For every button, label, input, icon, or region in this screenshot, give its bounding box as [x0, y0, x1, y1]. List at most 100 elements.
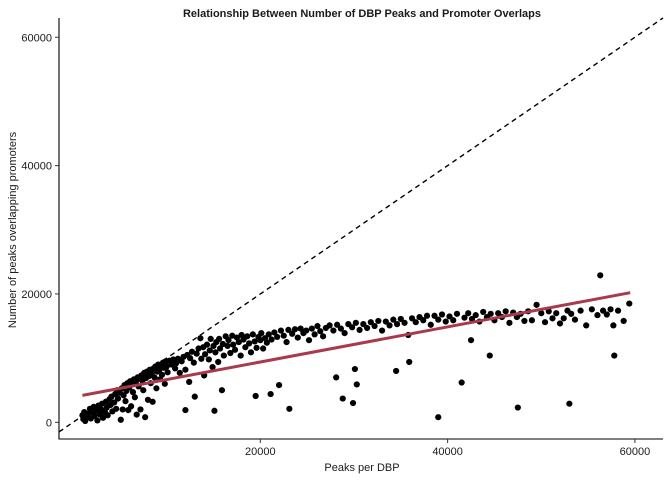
data-point	[486, 352, 493, 359]
data-point	[610, 322, 617, 329]
x-tick-label: 20000	[245, 446, 276, 458]
data-point	[193, 350, 200, 357]
data-point	[156, 367, 163, 374]
data-point	[577, 307, 584, 314]
data-point	[356, 326, 363, 333]
data-point	[528, 317, 535, 324]
data-point	[588, 306, 595, 313]
data-point	[560, 315, 567, 322]
data-point	[216, 345, 224, 352]
data-point	[158, 371, 166, 378]
data-point	[211, 407, 218, 414]
data-point	[514, 404, 521, 411]
data-point	[182, 407, 189, 414]
data-point	[363, 324, 371, 332]
data-point	[461, 314, 468, 321]
data-point	[137, 406, 144, 413]
data-point	[117, 416, 124, 423]
data-point	[280, 332, 287, 339]
data-point	[161, 380, 168, 387]
data-point	[308, 325, 315, 332]
data-point	[140, 387, 147, 394]
data-point	[172, 365, 179, 372]
data-point	[431, 312, 438, 319]
data-point	[375, 317, 382, 325]
data-point	[235, 338, 242, 346]
data-point	[187, 355, 194, 362]
data-point	[607, 306, 614, 313]
axes-layer: 0 20000 40000 60000 20000 40000 60000	[21, 18, 663, 458]
data-point	[277, 327, 285, 334]
data-point	[144, 396, 152, 403]
data-point	[230, 341, 237, 348]
data-point	[176, 369, 183, 376]
data-point	[225, 337, 232, 344]
data-point	[267, 390, 274, 398]
x-tick-label: 60000	[620, 446, 651, 458]
data-point	[84, 410, 92, 418]
data-point	[122, 398, 129, 405]
data-point	[319, 333, 327, 340]
data-point	[583, 322, 590, 329]
data-point	[93, 407, 100, 414]
data-point	[553, 310, 560, 317]
data-point	[151, 374, 158, 381]
data-point	[390, 316, 397, 323]
data-point	[205, 356, 212, 363]
data-point	[182, 366, 189, 373]
data-point	[245, 340, 253, 347]
data-point	[114, 395, 122, 402]
data-point	[330, 327, 337, 334]
data-point	[229, 332, 236, 339]
data-point	[326, 322, 333, 329]
data-point	[311, 331, 318, 338]
data-point	[495, 310, 502, 317]
data-point	[397, 315, 404, 323]
data-point	[209, 364, 216, 371]
data-point	[603, 311, 610, 318]
data-point	[237, 352, 244, 359]
data-point	[219, 340, 226, 348]
data-point	[198, 355, 205, 362]
y-axis-title: Number of peaks overlapping promoters	[7, 131, 19, 328]
data-point	[253, 344, 260, 351]
data-point	[120, 392, 127, 399]
data-point	[297, 325, 304, 332]
data-point	[614, 307, 622, 314]
data-point	[289, 330, 296, 337]
data-point	[351, 365, 359, 373]
data-point	[305, 337, 313, 344]
data-point	[333, 374, 340, 381]
data-point	[294, 334, 301, 341]
data-point	[188, 348, 196, 355]
data-point	[216, 335, 223, 342]
data-point	[487, 310, 494, 317]
data-point	[195, 345, 202, 352]
x-tick-label: 40000	[432, 446, 463, 458]
data-point	[207, 335, 214, 342]
data-point	[442, 318, 449, 325]
data-point	[275, 381, 283, 389]
data-point	[597, 272, 604, 279]
data-point	[465, 310, 472, 317]
points-layer	[79, 272, 633, 425]
y-tick-label: 40000	[21, 161, 52, 173]
data-point	[303, 327, 310, 334]
data-point	[521, 317, 528, 325]
data-point	[386, 322, 393, 329]
data-point	[339, 395, 346, 402]
data-point	[244, 333, 251, 340]
data-point	[247, 349, 255, 356]
data-point	[341, 330, 348, 337]
data-point	[249, 331, 256, 338]
data-point	[252, 392, 259, 400]
data-point	[594, 312, 601, 319]
data-point	[142, 414, 149, 421]
data-point	[408, 315, 416, 322]
data-point	[435, 316, 442, 323]
data-point	[258, 330, 265, 337]
data-point	[149, 398, 156, 405]
data-point	[480, 308, 487, 316]
